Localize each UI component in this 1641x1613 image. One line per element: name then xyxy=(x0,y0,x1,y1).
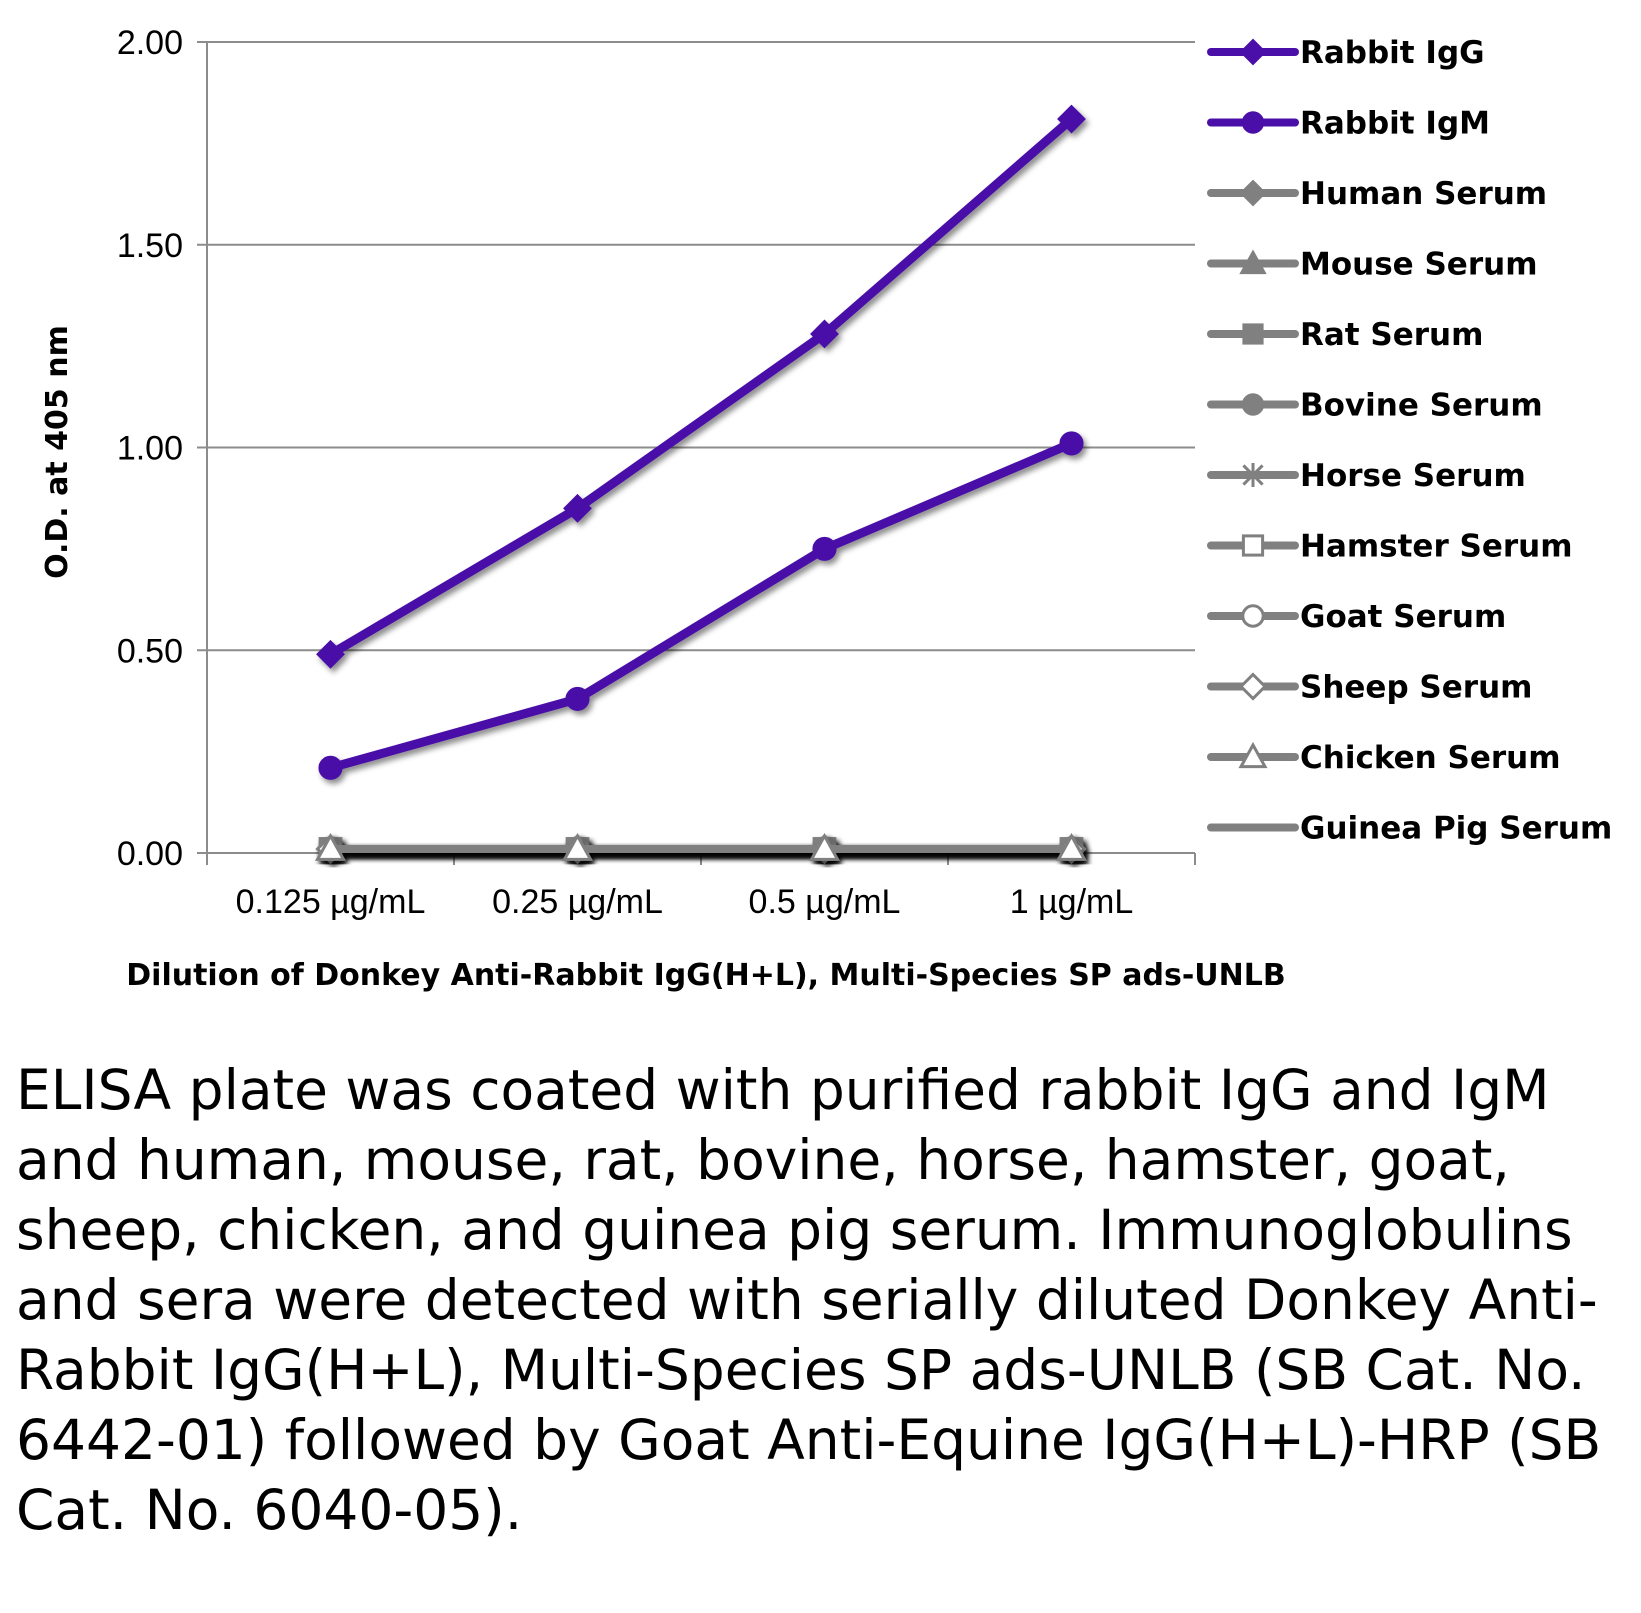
legend-marker xyxy=(1238,741,1268,769)
legend-marker xyxy=(1239,249,1267,275)
legend-marker xyxy=(1239,179,1267,207)
data-point-rabbit-igm xyxy=(318,755,343,780)
data-point-rabbit-igg xyxy=(1057,104,1086,134)
data-point-rabbit-igg xyxy=(316,639,345,669)
data-point-rabbit-igm xyxy=(812,536,837,561)
legend-label: Goat Serum xyxy=(1300,599,1506,635)
x-axis-title: Dilution of Donkey Anti-Rabbit IgG(H+L),… xyxy=(126,958,1285,993)
legend-item-horse-serum: Horse Serum xyxy=(1207,458,1526,494)
legend-label: Rat Serum xyxy=(1300,317,1483,353)
legend-label: Bovine Serum xyxy=(1300,388,1543,424)
legend-item-goat-serum: Goat Serum xyxy=(1207,599,1506,635)
x-tick-label: 0.25 µg/mL xyxy=(492,883,663,921)
legend: Rabbit IgG Rabbit IgM Human Serum Mouse Ser… xyxy=(1207,35,1612,847)
x-tick-label: 1 µg/mL xyxy=(1010,883,1134,921)
legend-item-mouse-serum: Mouse Serum xyxy=(1207,247,1538,283)
x-tick-label: 0.125 µg/mL xyxy=(236,883,426,921)
data-point-rabbit-igm xyxy=(565,686,590,711)
data-point-rabbit-igg xyxy=(563,493,592,523)
data-point-rabbit-igg xyxy=(810,319,839,349)
legend-marker xyxy=(1242,463,1264,487)
legend-item-bovine-serum: Bovine Serum xyxy=(1207,388,1543,424)
gridlines xyxy=(207,41,1195,652)
series-rabbit-igg xyxy=(316,104,1086,669)
y-tick-label: 1.50 xyxy=(117,227,183,265)
data-point-rabbit-igm xyxy=(1059,431,1084,456)
legend-item-chicken-serum: Chicken Serum xyxy=(1207,740,1561,776)
legend-label: Rabbit IgG xyxy=(1300,35,1485,71)
legend-item-sheep-serum: Sheep Serum xyxy=(1207,670,1532,706)
legend-label: Guinea Pig Serum xyxy=(1300,811,1612,847)
legend-label: Mouse Serum xyxy=(1300,247,1538,283)
legend-item-rat-serum: Rat Serum xyxy=(1207,317,1483,353)
legend-item-hamster-serum: Hamster Serum xyxy=(1207,529,1573,565)
series-line-rabbit-igm xyxy=(326,438,1076,773)
series-layer xyxy=(314,104,1088,865)
figure-caption: ELISA plate was coated with purified rab… xyxy=(16,1058,1602,1542)
legend-label: Sheep Serum xyxy=(1300,670,1532,706)
legend-item-human-serum: Human Serum xyxy=(1207,176,1547,212)
legend-item-rabbit-igm: Rabbit IgM xyxy=(1207,106,1490,142)
legend-marker xyxy=(1241,534,1265,557)
series-rabbit-igm xyxy=(318,431,1084,780)
y-tick-label: 1.00 xyxy=(117,430,183,468)
x-tick-label: 0.5 µg/mL xyxy=(749,883,901,921)
elisa-line-chart: 0.00 0.50 1.00 1.50 2.00 0.125 µg/mL 0.25 µg/… xyxy=(40,24,1612,993)
y-tick-label: 2.00 xyxy=(117,24,183,62)
legend-label: Rabbit IgM xyxy=(1300,106,1490,142)
legend-marker xyxy=(1241,111,1265,134)
legend-item-rabbit-igg: Rabbit IgG xyxy=(1207,35,1485,71)
x-axis-ticks: 0.125 µg/mL 0.25 µg/mL 0.5 µg/mL 1 µg/mL xyxy=(206,853,1196,921)
y-axis-ticks: 0.00 0.50 1.00 1.50 2.00 xyxy=(117,24,207,873)
legend-marker xyxy=(1239,38,1267,66)
y-tick-label: 0.50 xyxy=(117,632,183,670)
legend-label: Hamster Serum xyxy=(1300,529,1573,565)
legend-marker xyxy=(1238,672,1268,701)
legend-label: Human Serum xyxy=(1300,176,1547,212)
legend-marker xyxy=(1241,604,1265,628)
y-axis-title: O.D. at 405 nm xyxy=(40,325,75,579)
legend-marker xyxy=(1241,393,1265,416)
series-line-rabbit-igg xyxy=(326,114,1076,659)
y-tick-label: 0.00 xyxy=(117,835,183,873)
legend-marker xyxy=(1242,323,1264,345)
legend-item-guinea-pig-serum: Guinea Pig Serum xyxy=(1207,811,1612,847)
legend-label: Horse Serum xyxy=(1300,458,1526,494)
legend-label: Chicken Serum xyxy=(1300,740,1561,776)
